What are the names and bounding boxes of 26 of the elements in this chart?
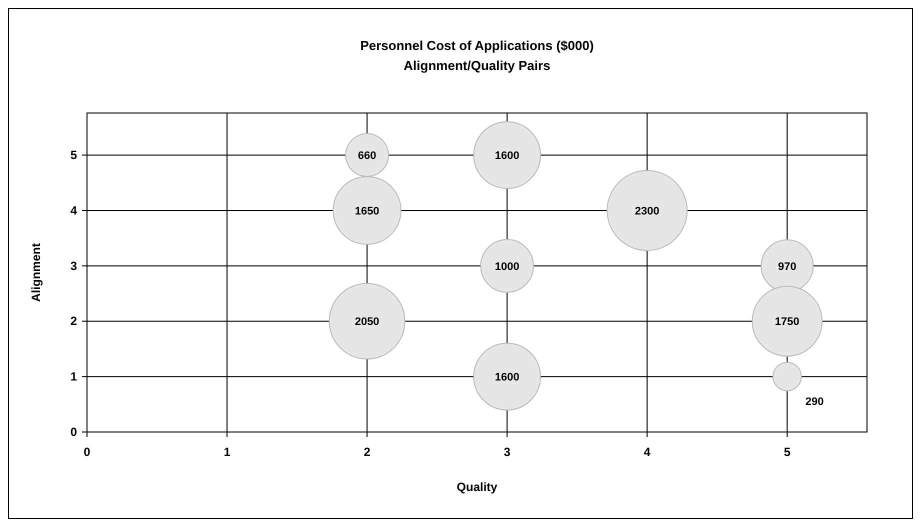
x-tick-label: 4	[644, 445, 651, 459]
annotation: 290	[805, 396, 824, 408]
annotation: 1000	[494, 260, 520, 273]
annotation: 2050	[354, 316, 380, 328]
x-tick-label: 3	[504, 445, 511, 459]
x-tick-label: 1	[224, 445, 231, 459]
y-tick-label: 1	[70, 370, 78, 384]
x-tick-label: 5	[784, 445, 791, 459]
y-tick-label: 3	[70, 258, 78, 273]
y-tick-label: 0	[70, 425, 78, 439]
chart-subtitle: Alignment/Quality Pairs	[404, 58, 550, 73]
x-axis-title: Quality	[456, 480, 498, 494]
annotation: 1600	[494, 372, 520, 384]
annotation: 1600	[494, 150, 520, 162]
x-tick-label: 0	[84, 445, 91, 459]
annotation: 2300	[634, 205, 660, 218]
y-tick-label: 5	[70, 148, 78, 162]
chart-title: Personnel Cost of Applications ($000)	[360, 38, 594, 53]
annotation: 660	[358, 150, 376, 162]
y-tick-label: 2	[70, 314, 78, 328]
y-axis-title: Alignment	[29, 243, 43, 302]
annotation: 1650	[354, 205, 380, 218]
annotation: 970	[778, 260, 796, 273]
annotation: 1750	[774, 316, 800, 328]
y-tick-label: 4	[70, 203, 78, 218]
x-tick-label: 2	[364, 445, 371, 459]
